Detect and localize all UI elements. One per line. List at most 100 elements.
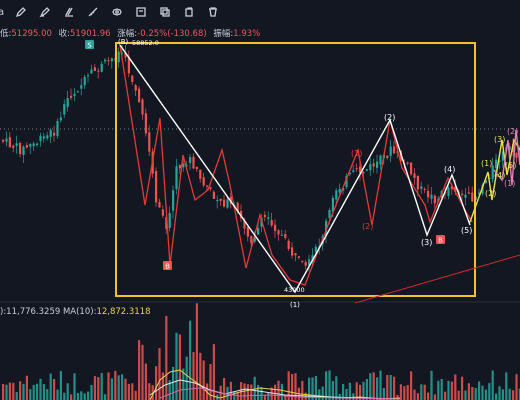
candle-body xyxy=(121,53,124,55)
candle-body xyxy=(325,220,328,236)
eraser-icon[interactable] xyxy=(62,5,76,19)
candle-body xyxy=(263,214,266,217)
trend-line[interactable] xyxy=(354,254,520,304)
candle-body xyxy=(192,156,195,169)
candle-body xyxy=(427,190,430,198)
volume-bar xyxy=(73,373,76,400)
candle-body xyxy=(107,60,110,62)
label-right-4: (4) xyxy=(494,171,505,180)
marker-green-top[interactable]: S xyxy=(85,40,94,50)
volume-bar xyxy=(257,385,260,400)
marker-red-right[interactable]: B xyxy=(436,235,445,245)
candle-body xyxy=(267,217,270,219)
close-value: 51901.96 xyxy=(70,29,111,39)
candle-body xyxy=(461,193,464,196)
label-wave-3: (3) xyxy=(421,238,432,247)
candle-body xyxy=(29,143,32,147)
candle-body xyxy=(450,185,453,190)
volume-bar xyxy=(267,392,270,400)
marker-red-bottom[interactable]: B xyxy=(163,261,172,271)
volume-bar xyxy=(348,382,351,400)
volume-ma-line-pink xyxy=(159,387,401,400)
copy-icon[interactable] xyxy=(182,5,196,19)
candle-body xyxy=(284,234,287,238)
volume-bar xyxy=(518,388,520,400)
candle-body xyxy=(185,165,188,167)
wave-line-yellow[interactable] xyxy=(469,138,520,223)
volume-bar xyxy=(223,377,226,400)
volume-bar xyxy=(474,388,477,400)
layers-icon[interactable] xyxy=(158,5,172,19)
selection-box[interactable] xyxy=(115,42,476,297)
candle-body xyxy=(100,63,103,72)
candle-body xyxy=(287,240,290,249)
volume-bar xyxy=(440,378,443,400)
volume-bar xyxy=(478,381,481,400)
volume-bar xyxy=(127,383,130,400)
svg-text:S: S xyxy=(87,42,92,50)
wave-line-white[interactable] xyxy=(119,44,471,294)
volume-bar xyxy=(124,378,127,400)
candle-body xyxy=(335,190,338,200)
label-wave-1-bottom: (1) xyxy=(290,301,300,309)
ohlc-info: 低:51295.00 收:51901.96 涨幅:-0.25%(-130.68)… xyxy=(0,27,264,39)
volume-bar xyxy=(420,384,423,400)
volume-bar xyxy=(42,384,45,400)
low-label: 低: xyxy=(0,29,12,39)
candle-body xyxy=(257,227,260,235)
candle-body xyxy=(515,152,518,158)
eye-icon[interactable] xyxy=(110,5,124,19)
volume-bar xyxy=(491,370,494,400)
volume-bar xyxy=(165,315,168,400)
volume-bar xyxy=(83,393,86,400)
volume-bar xyxy=(134,390,137,400)
candle-body xyxy=(410,162,413,175)
candle-body xyxy=(46,135,49,139)
candle-body xyxy=(508,146,511,150)
volume-bar xyxy=(495,393,498,400)
candle-body xyxy=(495,159,498,169)
toolbar-label: a xyxy=(0,6,5,18)
candle-body xyxy=(131,75,134,83)
pencil-icon[interactable] xyxy=(14,5,28,19)
volume-bar xyxy=(413,389,416,400)
candle-body xyxy=(270,220,273,226)
candle-body xyxy=(294,253,297,256)
candle-body xyxy=(216,199,219,202)
candle-body xyxy=(376,161,379,168)
candle-body xyxy=(338,188,341,193)
volume-bar xyxy=(36,383,39,400)
candle-body xyxy=(110,58,113,62)
wave-line-red[interactable] xyxy=(119,44,473,286)
candle-body xyxy=(501,151,504,161)
candle-body xyxy=(464,194,467,198)
highlighter-icon[interactable] xyxy=(38,5,52,19)
candle-body xyxy=(365,169,368,171)
ruler-icon[interactable] xyxy=(86,5,100,19)
volume-bar xyxy=(80,391,83,400)
candle-body xyxy=(355,168,358,170)
volume-bar xyxy=(104,394,107,400)
candle-body xyxy=(393,146,396,154)
candle-body xyxy=(36,143,39,145)
wave-line-pink[interactable] xyxy=(493,129,520,186)
trash-icon[interactable] xyxy=(206,5,220,19)
volume-bar xyxy=(5,384,8,400)
volume-bar xyxy=(294,373,297,400)
volume-bar xyxy=(464,390,467,400)
candle-body xyxy=(478,192,481,194)
lock-icon[interactable] xyxy=(134,5,148,19)
volume-bar xyxy=(512,390,515,400)
volume-bar xyxy=(117,375,120,400)
volume-bar xyxy=(355,382,358,400)
volume-bar xyxy=(352,393,355,400)
volume-ma-line-white xyxy=(149,379,401,400)
candle-body xyxy=(59,117,62,121)
amplitude-label: 振幅: xyxy=(213,29,234,39)
volume-bar xyxy=(185,356,188,400)
volume-bars xyxy=(2,303,520,400)
volume-bar xyxy=(22,383,25,400)
candle-body xyxy=(206,185,209,187)
candle-body xyxy=(345,176,348,188)
